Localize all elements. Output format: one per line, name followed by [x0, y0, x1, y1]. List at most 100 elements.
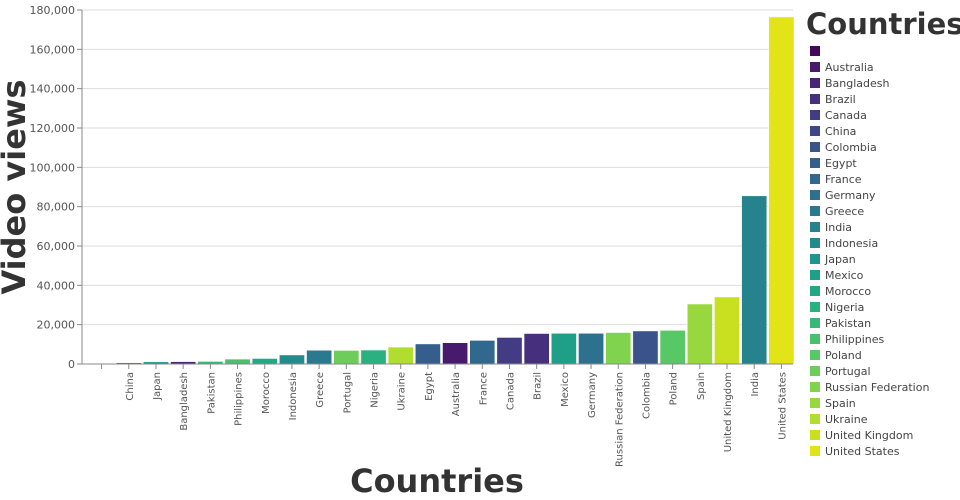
legend-label: Germany: [825, 189, 876, 202]
legend-label: Nigeria: [825, 301, 864, 314]
bar: [686, 303, 713, 365]
bar: [251, 358, 278, 365]
legend-label: Japan: [824, 253, 856, 266]
bar: [224, 358, 251, 365]
legend-item: Bangladesh: [810, 77, 890, 90]
legend-item: Indonesia: [810, 237, 878, 250]
legend-label: Brazil: [825, 93, 856, 106]
x-tick-label: Bangladesh: [179, 372, 190, 431]
bar: [551, 333, 577, 365]
legend-title: Countries: [806, 7, 960, 41]
legend-label: Russian Federation: [825, 381, 929, 394]
legend-item: Mexico: [810, 269, 864, 282]
legend-label: Indonesia: [825, 237, 878, 250]
legend-item: Canada: [810, 109, 867, 122]
legend-swatch: [810, 302, 820, 312]
y-tick-label: 40,000: [37, 279, 76, 292]
y-tick-label: 20,000: [37, 319, 76, 332]
legend-label: Greece: [825, 205, 864, 218]
legend-swatch: [810, 366, 820, 376]
x-tick-label: Brazil: [533, 372, 544, 400]
legend-label: United Kingdom: [825, 429, 913, 442]
legend-item: Australia: [810, 61, 874, 74]
legend-item: Germany: [810, 189, 876, 202]
x-tick-label: Ukraine: [397, 372, 408, 411]
legend-item: Brazil: [810, 93, 856, 106]
x-tick-label: Australia: [451, 372, 462, 416]
legend-swatch: [810, 110, 820, 120]
bar: [741, 195, 768, 365]
legend-label: Portugal: [825, 365, 871, 378]
bar: [714, 296, 740, 365]
x-axis-title: Countries: [350, 462, 524, 500]
legend-item: Portugal: [810, 365, 871, 378]
bars: [115, 16, 795, 365]
legend-label: China: [825, 125, 856, 138]
legend-item: China: [810, 125, 856, 138]
bar: [387, 346, 414, 365]
x-tick-label: Portugal: [342, 372, 353, 413]
y-tick-label: 80,000: [37, 201, 76, 214]
legend-swatch: [810, 286, 820, 296]
x-tick-label: Spain: [696, 372, 707, 400]
x-tick-label: United Kingdom: [723, 372, 734, 452]
legend-label: United States: [825, 445, 900, 458]
legend-swatch: [810, 94, 820, 104]
legend-swatch: [810, 270, 820, 280]
grid: [82, 9, 793, 365]
y-tick-label: 180,000: [30, 4, 76, 17]
legend-item: Nigeria: [810, 301, 864, 314]
legend-label: Canada: [825, 109, 867, 122]
legend-label: Bangladesh: [825, 77, 890, 90]
legend-item: Japan: [810, 253, 856, 266]
bar: [279, 354, 305, 365]
bar: [632, 330, 659, 365]
legend-swatch: [810, 78, 820, 88]
y-tick-label: 160,000: [30, 43, 76, 56]
legend-item: Egypt: [810, 157, 857, 170]
legend-swatch: [810, 334, 820, 344]
x-tick-label: Philippines: [234, 372, 245, 426]
legend-label: Ukraine: [825, 413, 868, 426]
x-tick-label: Indonesia: [288, 372, 299, 420]
bar: [605, 332, 632, 365]
x-tick-label: Mexico: [560, 372, 571, 407]
legend-swatch: [810, 398, 820, 408]
legend-item: France: [810, 173, 862, 186]
legend-label: Spain: [825, 397, 856, 410]
y-tick-label: 140,000: [30, 83, 76, 96]
y-tick-label: 120,000: [30, 122, 76, 135]
bar: [578, 333, 604, 365]
x-tick-label: Morocco: [261, 372, 272, 414]
x-axis: China Japan Bangladesh Pakistan Philippines M…: [82, 363, 793, 467]
legend-swatch: [810, 158, 820, 168]
legend-item: Pakistan: [810, 317, 871, 330]
legend-item: India: [810, 221, 852, 234]
legend-label: France: [825, 173, 862, 186]
x-tick-label: Canada: [505, 372, 516, 410]
x-tick-label: Japan: [152, 372, 163, 401]
legend-swatch: [810, 446, 820, 456]
legend-item: Morocco: [810, 285, 871, 298]
legend-item: Spain: [810, 397, 856, 410]
x-tick-label: India: [750, 372, 761, 397]
legend-swatch: [810, 238, 820, 248]
legend-swatch: [810, 430, 820, 440]
legend-swatch: [810, 350, 820, 360]
legend-label: Pakistan: [825, 317, 871, 330]
legend-swatch: [810, 174, 820, 184]
legend-item: United Kingdom: [810, 429, 913, 442]
bar: [768, 16, 795, 365]
legend-label: Egypt: [825, 157, 857, 170]
y-tick-label: 60,000: [37, 240, 76, 253]
legend-item: [810, 46, 820, 56]
legend-swatch: [810, 142, 820, 152]
bar: [442, 342, 468, 365]
legend-item: Ukraine: [810, 413, 868, 426]
legend-item: Philippines: [810, 333, 885, 346]
legend-swatch: [810, 414, 820, 424]
x-tick-label: Greece: [315, 372, 326, 408]
bar: [659, 330, 686, 365]
legend-swatch: [810, 382, 820, 392]
